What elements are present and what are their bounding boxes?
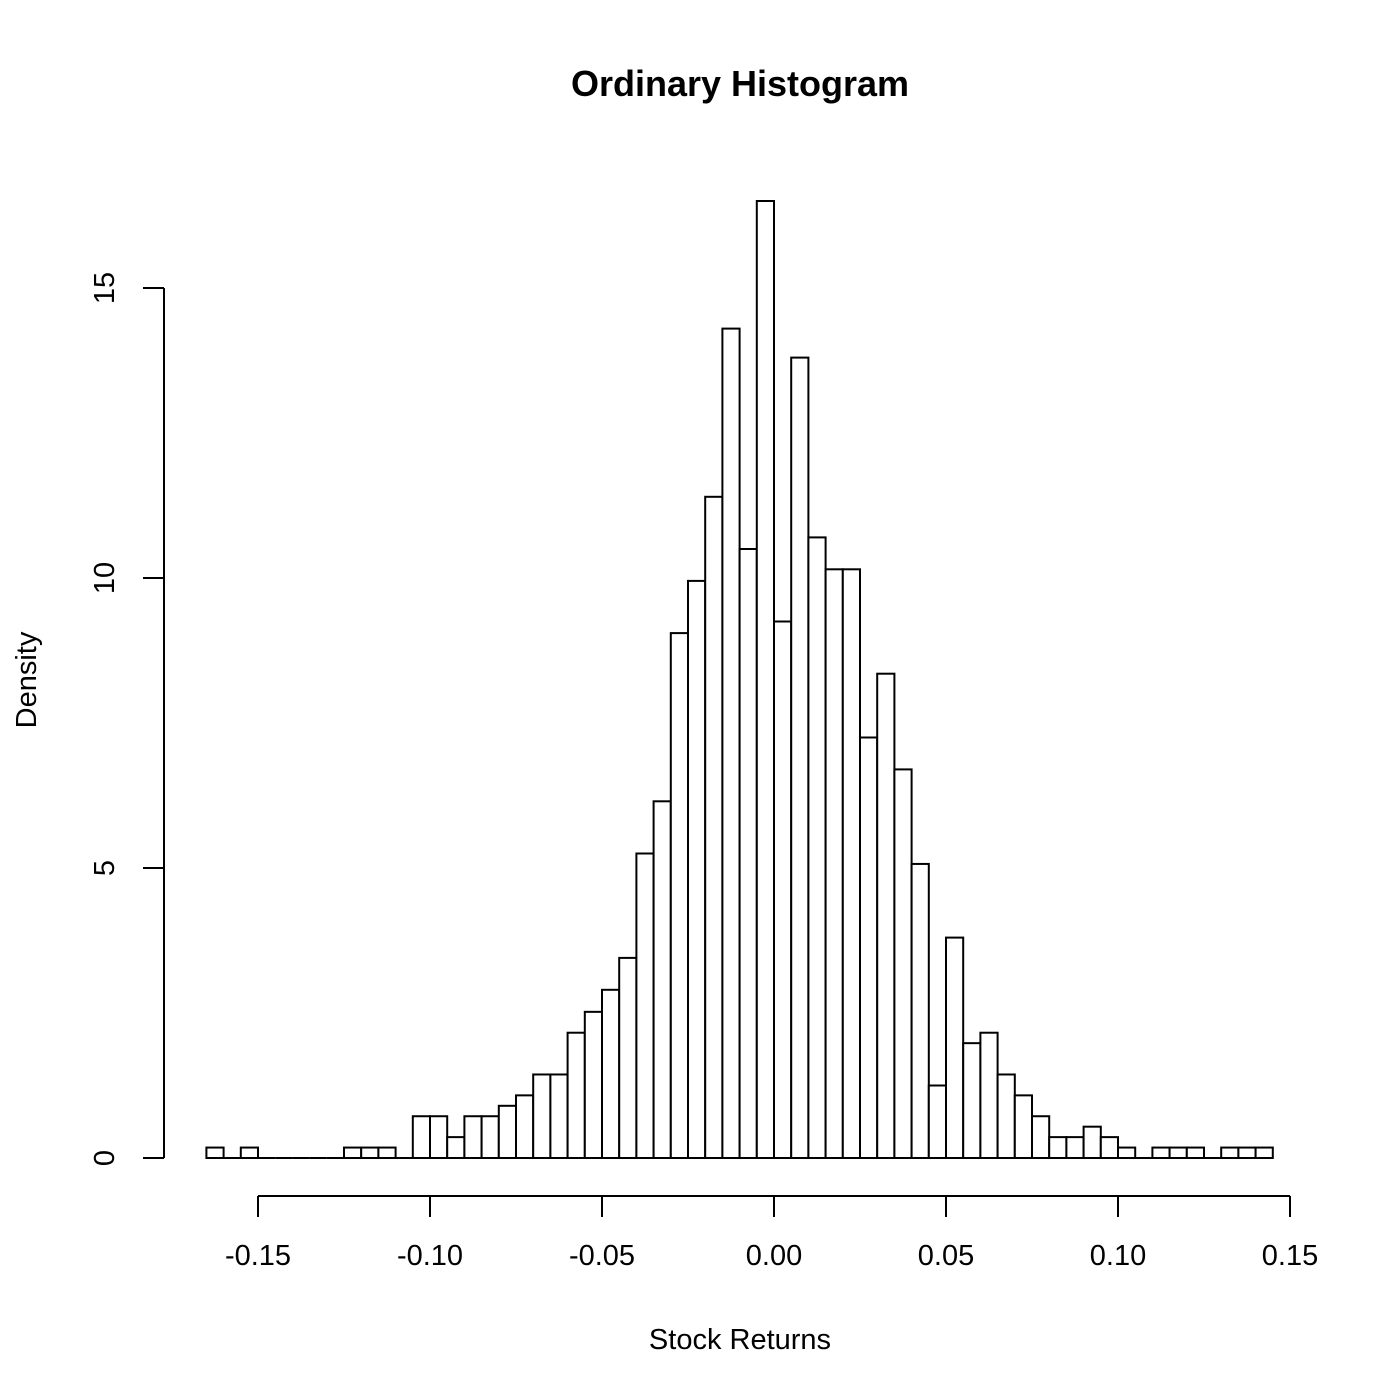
histogram-bar: [738, 548, 758, 1159]
histogram-bar: [515, 1094, 535, 1159]
histogram-bar: [962, 1042, 982, 1160]
histogram-bar: [979, 1031, 999, 1159]
histogram-bar: [1048, 1136, 1068, 1159]
histogram-bar: [876, 672, 896, 1159]
histogram-bar: [1099, 1136, 1120, 1159]
chart-title: Ordinary Histogram: [571, 63, 909, 104]
x-tick-label: 0.15: [1262, 1240, 1318, 1272]
histogram-bar: [360, 1146, 380, 1160]
histogram-bar: [429, 1115, 449, 1159]
histogram-bar: [1254, 1146, 1274, 1160]
histogram-bar: [704, 495, 724, 1159]
y-tick-label: 10: [89, 562, 121, 594]
y-tick-label: 0: [89, 1150, 121, 1166]
histogram-bar: [945, 936, 965, 1159]
x-tick-label: -0.15: [225, 1240, 291, 1272]
histogram-bar: [463, 1115, 483, 1159]
histogram-bar: [927, 1084, 947, 1159]
histogram-bar: [790, 356, 810, 1160]
histogram-bar: [669, 632, 689, 1159]
histogram-bar: [755, 200, 775, 1159]
histogram-bar: [996, 1073, 1016, 1159]
histogram-bar: [1237, 1146, 1257, 1160]
histogram-bar: [652, 800, 672, 1159]
histogram-bar: [841, 568, 861, 1159]
x-axis: -0.15 -0.10 -0.05 0.00 0.05 0.10 0.15: [225, 1195, 1318, 1272]
histogram-bar: [343, 1146, 363, 1160]
histogram-bar: [824, 568, 844, 1159]
histogram-bar: [1065, 1136, 1085, 1159]
x-tick-label: 0.10: [1090, 1240, 1146, 1272]
histogram-bar: [377, 1146, 397, 1160]
histogram-bar: [910, 862, 930, 1159]
histogram-bar: [859, 736, 879, 1159]
histogram-bars: [205, 200, 1274, 1160]
histogram-bar: [1151, 1146, 1171, 1160]
histogram-bar: [566, 1031, 586, 1159]
y-tick-label: 5: [89, 860, 121, 876]
histogram-bar: [497, 1104, 517, 1160]
histogram-bar: [205, 1146, 225, 1160]
x-tick-label: 0.05: [918, 1240, 974, 1272]
histogram-bar: [1082, 1125, 1102, 1160]
histogram-bar: [721, 327, 741, 1160]
histogram-bar: [1168, 1146, 1188, 1160]
histogram-bar: [687, 579, 707, 1159]
x-tick-label: -0.05: [569, 1240, 635, 1272]
histogram-bar: [549, 1073, 569, 1159]
histogram-bar: [1013, 1094, 1033, 1159]
y-axis: 0 5 10 15: [89, 272, 165, 1166]
histogram-bar: [583, 1010, 603, 1160]
histogram-bar: [532, 1073, 552, 1159]
histogram-bar: [1117, 1146, 1137, 1160]
histogram-bar: [893, 768, 913, 1160]
histogram-bar: [480, 1115, 500, 1159]
y-tick-label: 15: [89, 272, 121, 304]
x-axis-label: Stock Returns: [649, 1324, 831, 1356]
histogram-bar: [1185, 1146, 1206, 1160]
histogram-bar: [635, 852, 655, 1159]
histogram-bar: [773, 620, 793, 1159]
histogram-bar: [446, 1136, 466, 1159]
histogram-bar: [1220, 1146, 1240, 1160]
histogram-bar: [239, 1146, 260, 1160]
histogram-bar: [1031, 1115, 1051, 1159]
y-axis-label: Density: [11, 631, 43, 728]
x-tick-label: -0.10: [397, 1240, 463, 1272]
histogram-bar: [601, 988, 621, 1159]
histogram-bar: [618, 956, 638, 1160]
x-tick-label: 0.00: [746, 1240, 802, 1272]
histogram-bar: [411, 1115, 431, 1159]
histogram-bar: [807, 536, 827, 1159]
